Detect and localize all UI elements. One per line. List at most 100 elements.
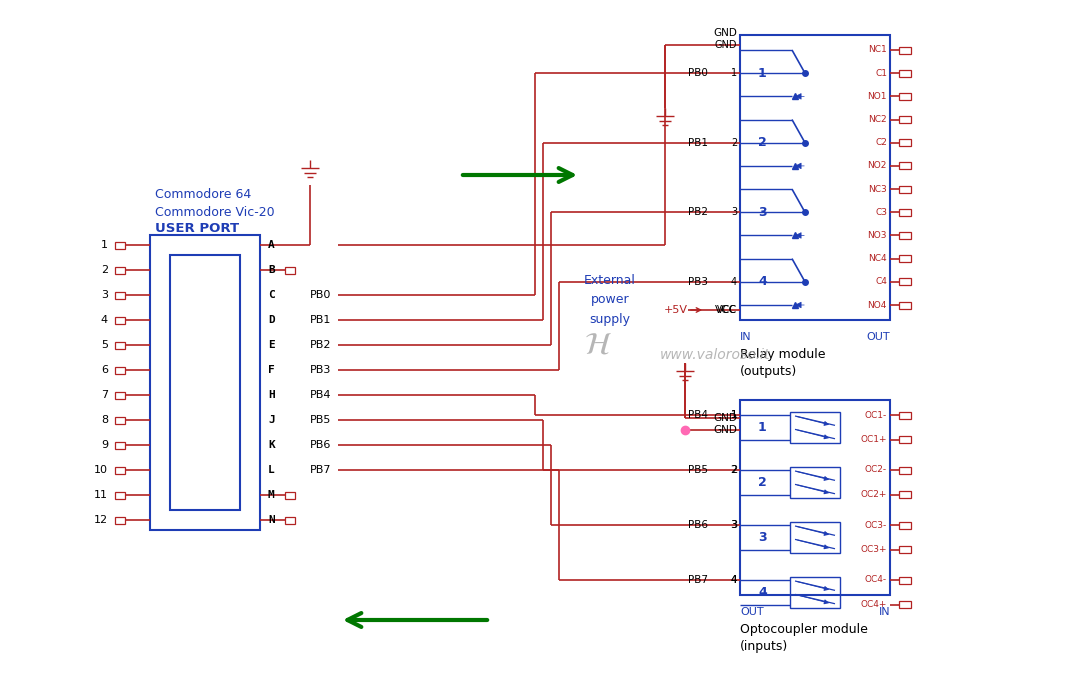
Bar bbox=[899, 186, 912, 192]
Text: 8: 8 bbox=[100, 415, 108, 425]
Bar bbox=[899, 116, 912, 123]
Text: $\mathcal{H}$: $\mathcal{H}$ bbox=[584, 331, 612, 360]
Text: 1: 1 bbox=[731, 68, 737, 78]
Bar bbox=[899, 466, 912, 473]
Bar bbox=[740, 400, 890, 595]
Text: 4: 4 bbox=[758, 275, 767, 288]
Bar bbox=[899, 47, 912, 53]
Bar bbox=[899, 302, 912, 308]
Text: 1: 1 bbox=[758, 67, 767, 80]
Text: PB5: PB5 bbox=[688, 465, 708, 475]
Text: 3: 3 bbox=[731, 207, 737, 217]
Text: NC4: NC4 bbox=[868, 254, 887, 263]
Text: NO1: NO1 bbox=[867, 92, 887, 101]
Bar bbox=[285, 491, 295, 499]
Text: NO3: NO3 bbox=[867, 231, 887, 240]
Text: +5V: +5V bbox=[664, 305, 688, 315]
Text: J: J bbox=[268, 415, 274, 425]
Text: PB5: PB5 bbox=[310, 415, 332, 425]
Text: OC4-: OC4- bbox=[865, 576, 887, 585]
Text: (outputs): (outputs) bbox=[740, 365, 797, 378]
Bar bbox=[740, 35, 890, 320]
Bar bbox=[899, 139, 912, 146]
Text: L: L bbox=[268, 465, 274, 475]
Bar bbox=[114, 516, 125, 524]
Text: PB6: PB6 bbox=[688, 520, 708, 530]
Text: 5: 5 bbox=[102, 340, 108, 350]
Bar bbox=[899, 576, 912, 583]
Text: GND: GND bbox=[713, 413, 737, 423]
Text: PB1: PB1 bbox=[310, 315, 332, 325]
Text: 6: 6 bbox=[102, 365, 108, 375]
Text: C: C bbox=[268, 290, 274, 300]
Text: OC1-: OC1- bbox=[865, 410, 887, 419]
Bar bbox=[899, 278, 912, 286]
Bar bbox=[789, 467, 840, 497]
Text: 4: 4 bbox=[730, 575, 737, 585]
Bar bbox=[114, 242, 125, 248]
Text: VCC: VCC bbox=[715, 305, 737, 315]
Bar bbox=[899, 601, 912, 608]
Bar bbox=[899, 209, 912, 216]
Bar bbox=[899, 163, 912, 169]
Bar bbox=[899, 255, 912, 262]
Text: PB7: PB7 bbox=[688, 575, 708, 585]
Bar bbox=[789, 522, 840, 553]
Bar bbox=[789, 577, 840, 608]
Bar bbox=[899, 93, 912, 100]
Bar bbox=[899, 232, 912, 239]
Text: C4: C4 bbox=[875, 277, 887, 286]
Bar bbox=[899, 436, 912, 443]
Text: Optocoupler module: Optocoupler module bbox=[740, 623, 868, 636]
Text: OUT: OUT bbox=[740, 607, 764, 617]
Text: PB2: PB2 bbox=[310, 340, 332, 350]
Text: 1: 1 bbox=[102, 240, 108, 250]
Text: PB3: PB3 bbox=[310, 365, 332, 375]
Bar bbox=[899, 491, 912, 498]
Bar bbox=[899, 70, 912, 77]
Text: www.valoroso.it: www.valoroso.it bbox=[660, 348, 770, 362]
Text: 1: 1 bbox=[731, 410, 737, 420]
Text: C3: C3 bbox=[875, 208, 887, 217]
Text: PB7: PB7 bbox=[310, 465, 332, 475]
Text: GND: GND bbox=[715, 40, 737, 50]
Bar bbox=[899, 412, 912, 418]
Text: GND: GND bbox=[713, 28, 737, 38]
Bar bbox=[285, 516, 295, 524]
Text: OC3-: OC3- bbox=[865, 520, 887, 529]
Text: PB1: PB1 bbox=[688, 138, 708, 148]
Text: NC2: NC2 bbox=[868, 115, 887, 124]
Bar bbox=[114, 317, 125, 323]
Text: NC3: NC3 bbox=[868, 184, 887, 194]
Bar bbox=[114, 342, 125, 348]
Text: 2: 2 bbox=[731, 138, 737, 148]
Bar bbox=[114, 367, 125, 373]
Text: OC1+: OC1+ bbox=[861, 435, 887, 444]
Text: IN: IN bbox=[878, 607, 890, 617]
Text: K: K bbox=[268, 440, 274, 450]
Text: 4: 4 bbox=[731, 277, 737, 287]
Text: 2: 2 bbox=[758, 476, 767, 489]
Text: 3: 3 bbox=[730, 520, 737, 530]
Text: C1: C1 bbox=[875, 69, 887, 78]
Text: 4: 4 bbox=[100, 315, 108, 325]
Text: 1: 1 bbox=[730, 410, 737, 420]
Text: NO2: NO2 bbox=[867, 161, 887, 170]
Text: Commodore 64: Commodore 64 bbox=[156, 188, 252, 202]
Text: B: B bbox=[268, 265, 274, 275]
Text: E: E bbox=[268, 340, 274, 350]
Text: PB0: PB0 bbox=[688, 68, 707, 78]
Bar bbox=[789, 412, 840, 443]
Bar bbox=[114, 392, 125, 398]
Text: D: D bbox=[268, 315, 274, 325]
Text: 10: 10 bbox=[94, 465, 108, 475]
Text: 3: 3 bbox=[758, 206, 767, 219]
Text: USER PORT: USER PORT bbox=[156, 221, 239, 234]
Text: OC4+: OC4+ bbox=[861, 600, 887, 610]
Bar bbox=[114, 416, 125, 423]
Text: M: M bbox=[268, 490, 274, 500]
Text: PB4: PB4 bbox=[310, 390, 332, 400]
Text: GND: GND bbox=[713, 425, 737, 435]
Text: Relay module: Relay module bbox=[740, 348, 825, 361]
Text: OC2+: OC2+ bbox=[861, 490, 887, 500]
